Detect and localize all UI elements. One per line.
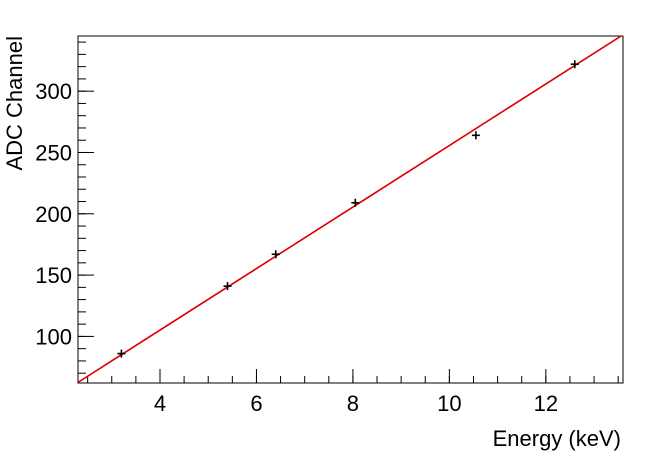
data-point <box>223 282 232 291</box>
y-tick-label: 200 <box>35 202 72 227</box>
data-points-layer <box>117 60 579 358</box>
y-tick-label: 100 <box>35 324 72 349</box>
x-axis-ticks: 4 6 8 10 12 <box>87 369 619 416</box>
x-tick-label: 6 <box>250 391 262 416</box>
data-point <box>117 349 126 358</box>
fit-line-layer <box>78 36 623 383</box>
fit-line <box>78 36 623 383</box>
data-point <box>271 250 280 259</box>
data-point <box>351 198 360 207</box>
y-tick-label: 250 <box>35 140 72 165</box>
x-tick-label: 8 <box>347 391 359 416</box>
y-axis-ticks: 100 150 200 250 300 <box>35 41 94 374</box>
data-point <box>471 131 480 140</box>
x-axis-label: Energy (keV) <box>493 426 621 451</box>
y-tick-label: 300 <box>35 79 72 104</box>
x-tick-label: 4 <box>154 391 166 416</box>
y-axis-label: ADC Channel <box>2 36 27 171</box>
y-tick-label: 150 <box>35 263 72 288</box>
x-tick-label: 12 <box>534 391 558 416</box>
x-tick-label: 10 <box>437 391 461 416</box>
data-point <box>570 60 579 69</box>
